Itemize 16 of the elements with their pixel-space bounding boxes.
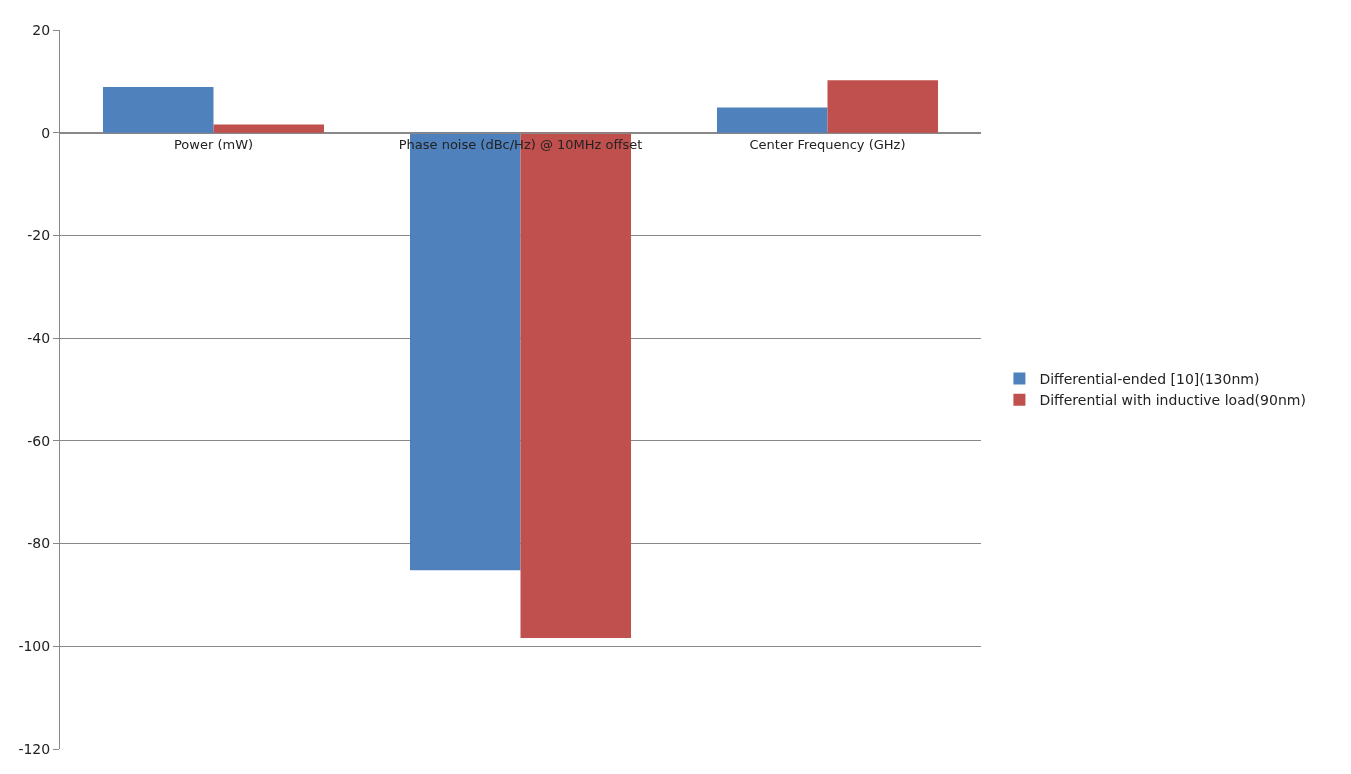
legend-label: Differential with inductive load(90nm) — [1039, 392, 1306, 409]
bar — [102, 87, 214, 133]
y-tick-label: -80 — [27, 535, 51, 552]
x-tick-label: Power (mW) — [173, 137, 254, 153]
bar — [213, 124, 325, 133]
y-tick-label: -60 — [27, 432, 51, 449]
y-tick-label: 0 — [41, 124, 51, 141]
bar — [827, 80, 939, 133]
y-tick-label: 20 — [32, 21, 51, 38]
y-tick-label: -100 — [18, 638, 51, 655]
y-tick-label: -20 — [27, 227, 51, 244]
y-tick-label: -120 — [18, 740, 51, 757]
y-tick-label: -40 — [27, 330, 51, 347]
x-tick-label: Center Frequency (GHz) — [749, 137, 906, 153]
bar — [716, 107, 828, 133]
legend-label: Differential-ended [10](130nm) — [1039, 371, 1260, 388]
